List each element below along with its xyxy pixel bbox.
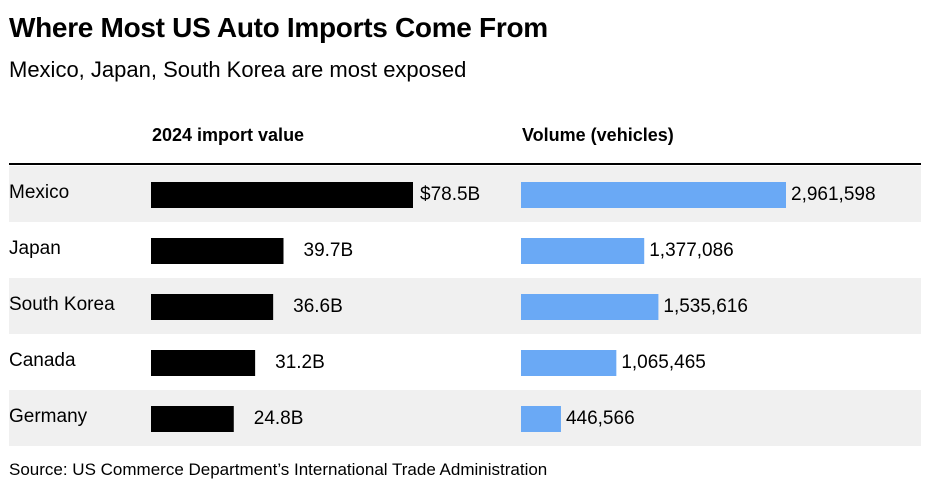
category-label: Germany <box>9 406 88 427</box>
volume-label: 1,065,465 <box>621 352 706 373</box>
import-value-label: $78.5B <box>420 184 480 205</box>
volume-bar <box>521 238 645 264</box>
category-label: South Korea <box>9 294 115 315</box>
chart-title: Where Most US Auto Imports Come From <box>9 12 548 43</box>
header-rule <box>9 163 921 165</box>
category-label: Mexico <box>9 182 69 203</box>
category-label: Japan <box>9 238 61 259</box>
volume-label: 1,377,086 <box>649 240 734 261</box>
import-value-label: 36.6B <box>293 296 343 317</box>
import-value-label: 39.7B <box>304 240 354 261</box>
row-stripe <box>9 278 921 334</box>
volume-bar <box>521 182 786 208</box>
import-value-bar <box>151 182 413 208</box>
column-header-volume: Volume (vehicles) <box>522 125 674 145</box>
import-value-label: 31.2B <box>275 352 325 373</box>
import-value-bar <box>151 294 274 320</box>
volume-label: 2,961,598 <box>791 184 876 205</box>
column-header-import-value: 2024 import value <box>152 125 305 145</box>
row-stripe <box>9 390 921 446</box>
import-value-bar <box>151 406 234 432</box>
import-value-bar <box>151 238 284 264</box>
category-label: Canada <box>9 350 76 371</box>
volume-bar <box>521 294 659 320</box>
volume-bar <box>521 350 617 376</box>
volume-bar <box>521 406 561 432</box>
source-note: Source: US Commerce Department’s Interna… <box>9 460 548 479</box>
import-value-label: 24.8B <box>254 408 304 429</box>
chart-subtitle: Mexico, Japan, South Korea are most expo… <box>9 57 467 82</box>
import-value-bar <box>151 350 256 376</box>
volume-label: 446,566 <box>566 408 635 429</box>
volume-label: 1,535,616 <box>663 296 748 317</box>
